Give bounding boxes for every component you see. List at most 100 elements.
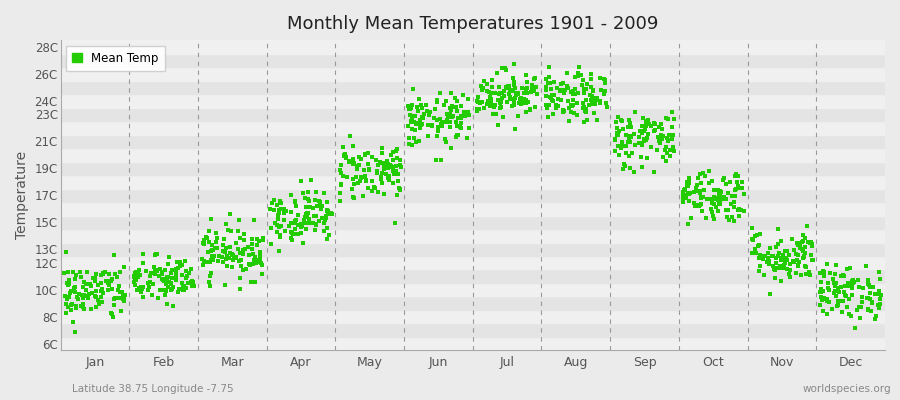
Point bbox=[337, 153, 351, 159]
Point bbox=[568, 86, 582, 92]
Bar bbox=[60, 229, 885, 242]
Point bbox=[334, 170, 348, 176]
Point bbox=[744, 224, 759, 231]
Point bbox=[767, 266, 781, 272]
Point bbox=[568, 90, 582, 97]
Point bbox=[94, 280, 108, 286]
Point bbox=[829, 262, 843, 268]
Point bbox=[510, 90, 525, 96]
Point bbox=[501, 91, 516, 97]
Point bbox=[322, 210, 337, 216]
Point bbox=[405, 126, 419, 133]
Point bbox=[102, 282, 116, 288]
Point bbox=[365, 154, 380, 160]
Point bbox=[688, 200, 702, 206]
Point bbox=[296, 216, 310, 223]
Point bbox=[293, 220, 308, 227]
Point bbox=[703, 196, 717, 202]
Point bbox=[233, 257, 248, 263]
Point bbox=[166, 275, 180, 282]
Point bbox=[176, 287, 190, 294]
Point bbox=[640, 118, 654, 124]
Point bbox=[170, 265, 184, 272]
Point bbox=[135, 286, 149, 292]
Point bbox=[765, 253, 779, 259]
Point bbox=[636, 128, 651, 134]
Point bbox=[177, 283, 192, 289]
Point bbox=[338, 153, 352, 160]
Point bbox=[218, 248, 232, 255]
Point bbox=[60, 269, 75, 275]
Point bbox=[494, 94, 508, 101]
Point bbox=[706, 213, 720, 220]
Point bbox=[871, 301, 886, 308]
Point bbox=[320, 210, 335, 216]
Point bbox=[817, 273, 832, 280]
Point bbox=[307, 213, 321, 219]
Point bbox=[771, 241, 786, 248]
Point bbox=[729, 170, 743, 177]
Point bbox=[68, 276, 83, 282]
Point bbox=[88, 275, 103, 281]
Point bbox=[176, 284, 190, 290]
Point bbox=[815, 297, 830, 304]
Point bbox=[761, 256, 776, 262]
Point bbox=[74, 274, 88, 280]
Point bbox=[94, 286, 109, 292]
Point bbox=[610, 131, 625, 137]
Point bbox=[558, 87, 572, 93]
Point bbox=[615, 142, 629, 148]
Point bbox=[393, 164, 408, 170]
Point bbox=[273, 233, 287, 240]
Point bbox=[762, 258, 777, 264]
Point bbox=[504, 96, 518, 103]
Point bbox=[845, 277, 859, 284]
Point bbox=[860, 281, 875, 288]
Point bbox=[204, 257, 219, 264]
Point bbox=[66, 269, 80, 275]
Point bbox=[87, 293, 102, 299]
Point bbox=[825, 276, 840, 282]
Point bbox=[158, 288, 173, 294]
Point bbox=[113, 269, 128, 275]
Point bbox=[788, 270, 803, 277]
Point bbox=[485, 84, 500, 90]
Point bbox=[454, 120, 469, 126]
Point bbox=[706, 196, 721, 202]
Point bbox=[128, 270, 142, 276]
Point bbox=[797, 253, 812, 260]
Point bbox=[309, 221, 323, 227]
Point bbox=[508, 85, 522, 92]
Point bbox=[69, 272, 84, 278]
Point bbox=[586, 88, 600, 94]
Point bbox=[412, 138, 427, 144]
Point bbox=[842, 281, 857, 288]
Point bbox=[449, 133, 464, 140]
Point bbox=[796, 238, 811, 245]
Point bbox=[511, 90, 526, 97]
Point bbox=[576, 76, 590, 83]
Point bbox=[515, 84, 529, 91]
Point bbox=[618, 162, 633, 169]
Point bbox=[151, 295, 166, 301]
Point bbox=[608, 118, 623, 125]
Point bbox=[168, 274, 183, 281]
Point bbox=[248, 255, 262, 261]
Point bbox=[563, 89, 578, 95]
Point bbox=[780, 248, 795, 255]
Point bbox=[458, 113, 473, 120]
Point bbox=[320, 208, 334, 214]
Point bbox=[374, 145, 389, 152]
Point bbox=[588, 101, 602, 107]
Point bbox=[598, 80, 613, 86]
Bar bbox=[60, 148, 885, 162]
Point bbox=[803, 272, 817, 278]
Point bbox=[202, 282, 217, 289]
Point bbox=[526, 76, 541, 82]
Point bbox=[829, 280, 843, 286]
Point bbox=[454, 103, 469, 109]
Point bbox=[610, 114, 625, 120]
Point bbox=[450, 98, 464, 104]
Point bbox=[139, 268, 153, 274]
Point bbox=[752, 263, 767, 270]
